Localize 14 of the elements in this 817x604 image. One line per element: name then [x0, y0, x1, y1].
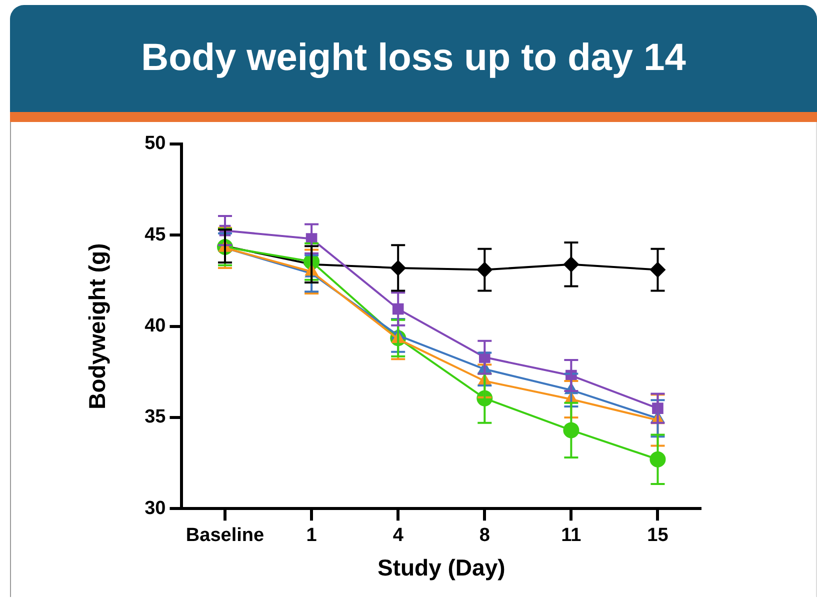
- x-tick-label: 11: [561, 525, 582, 546]
- x-tick-label: 1: [306, 525, 318, 546]
- y-tick-label: 40: [144, 316, 166, 337]
- chart-title: Body weight loss up to day 14: [141, 37, 686, 80]
- x-axis-title: Study (Day): [377, 554, 506, 581]
- y-tick-label: 45: [144, 224, 166, 246]
- x-tick-label: Baseline: [186, 525, 264, 546]
- y-tick-label: 30: [144, 498, 166, 519]
- y-axis-title: Bodyweight (g): [84, 243, 110, 410]
- x-tick-label: 15: [647, 525, 669, 546]
- y-tick-label: 50: [144, 133, 166, 154]
- x-tick-label: 4: [392, 525, 404, 546]
- x-tick-label: 8: [479, 525, 490, 546]
- y-tick-label: 35: [144, 406, 166, 428]
